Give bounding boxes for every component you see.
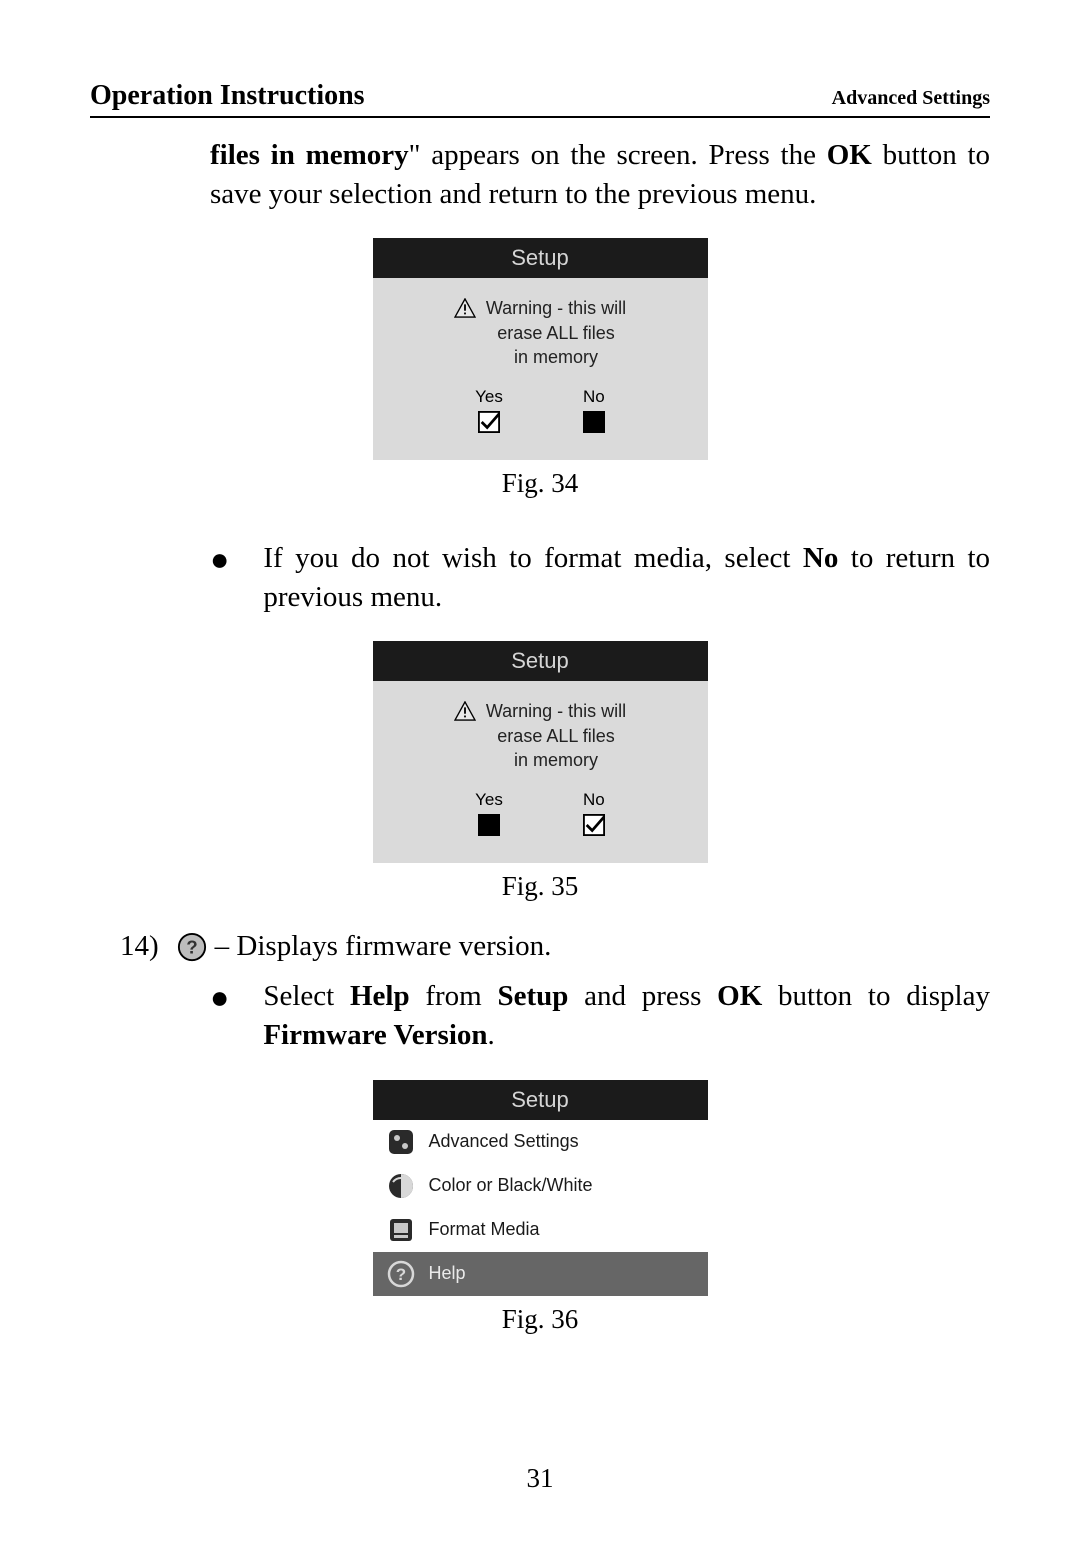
page-header: Operation Instructions Advanced Settings <box>90 80 990 118</box>
bold-files-in-memory: files in memory <box>210 139 409 171</box>
format-media-icon <box>387 1216 415 1244</box>
item-14-number: 14) <box>120 930 159 963</box>
figure-34: Setup Warning - this will erase ALL file… <box>90 238 990 499</box>
yes-option[interactable]: Yes <box>475 387 503 438</box>
warning-text: Warning - this will erase ALL files in m… <box>486 296 626 369</box>
advanced-settings-icon <box>387 1128 415 1156</box>
color-bw-icon <box>387 1172 415 1200</box>
help-icon: ? <box>177 932 207 962</box>
no-option[interactable]: No <box>583 790 605 841</box>
svg-text:?: ? <box>395 1265 405 1284</box>
warning-icon <box>454 701 476 721</box>
menu-item-format-media[interactable]: Format Media <box>373 1208 708 1252</box>
menu-item-color-bw[interactable]: Color or Black/White <box>373 1164 708 1208</box>
warning-icon <box>454 298 476 318</box>
svg-text:?: ? <box>186 936 197 957</box>
setup-menu: Setup Advanced Settings Color or Black/W… <box>373 1080 708 1296</box>
menu-label: Color or Black/White <box>429 1175 593 1196</box>
menu-item-advanced-settings[interactable]: Advanced Settings <box>373 1120 708 1164</box>
setup-titlebar: Setup <box>373 641 708 681</box>
yes-no-row: Yes No <box>373 780 708 863</box>
bold-ok: OK <box>827 139 872 171</box>
figure-36: Setup Advanced Settings Color or Black/W… <box>90 1080 990 1335</box>
item-14-text: – Displays firmware version. <box>215 930 552 963</box>
paragraph-files-in-memory: files in memory" appears on the screen. … <box>210 136 990 214</box>
bold-no: No <box>803 542 838 574</box>
warning-row: Warning - this will erase ALL files in m… <box>373 681 708 780</box>
checkbox-unchecked-icon <box>478 814 500 836</box>
setup-dialog-no: Setup Warning - this will erase ALL file… <box>373 641 708 863</box>
bullet-no-format: ● If you do not wish to format media, se… <box>210 539 990 617</box>
item-14: 14) ? – Displays firmware version. <box>120 930 990 963</box>
menu-item-help[interactable]: ? Help <box>373 1252 708 1296</box>
warning-row: Warning - this will erase ALL files in m… <box>373 278 708 377</box>
fig36-caption: Fig. 36 <box>90 1304 990 1335</box>
fig35-caption: Fig. 35 <box>90 871 990 902</box>
menu-label: Advanced Settings <box>429 1131 579 1152</box>
no-option[interactable]: No <box>583 387 605 438</box>
bullet-icon: ● <box>210 981 229 1055</box>
bullet-icon: ● <box>210 543 229 617</box>
menu-label: Format Media <box>429 1219 540 1240</box>
page-number: 31 <box>0 1463 1080 1494</box>
menu-label: Help <box>429 1263 466 1284</box>
setup-titlebar: Setup <box>373 1080 708 1120</box>
checkbox-checked-icon <box>583 814 605 836</box>
yes-no-row: Yes No <box>373 377 708 460</box>
help-icon: ? <box>387 1260 415 1288</box>
header-right: Advanced Settings <box>832 87 990 110</box>
checkbox-unchecked-icon <box>583 411 605 433</box>
warning-text: Warning - this will erase ALL files in m… <box>486 699 626 772</box>
fig34-caption: Fig. 34 <box>90 468 990 499</box>
setup-titlebar: Setup <box>373 238 708 278</box>
bullet-select-help: ● Select Help from Setup and press OK bu… <box>210 977 990 1055</box>
yes-option[interactable]: Yes <box>475 790 503 841</box>
figure-35: Setup Warning - this will erase ALL file… <box>90 641 990 902</box>
setup-dialog-yes: Setup Warning - this will erase ALL file… <box>373 238 708 460</box>
checkbox-checked-icon <box>478 411 500 433</box>
header-left: Operation Instructions <box>90 80 365 112</box>
